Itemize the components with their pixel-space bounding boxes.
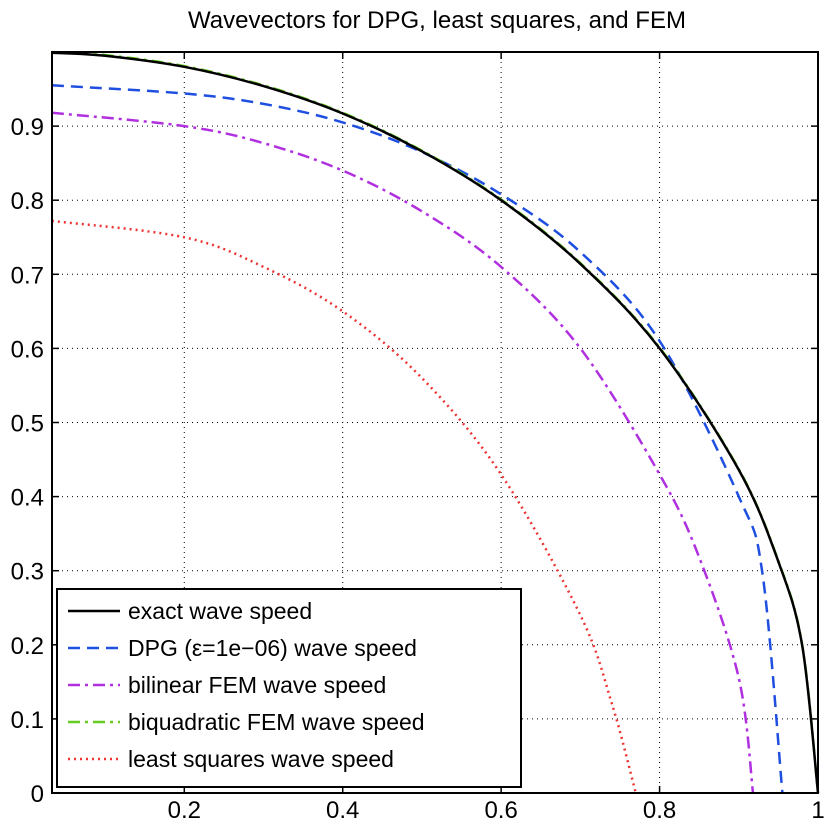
legend-box (56, 588, 522, 788)
x-tick-label: 0.8 (643, 797, 676, 824)
legend-label-3: biquadratic FEM wave speed (128, 709, 425, 735)
legend-label-0: exact wave speed (128, 598, 312, 624)
y-tick-label: 0.8 (11, 188, 44, 215)
x-tick-label: 0.4 (326, 797, 359, 824)
chart-title: Wavevectors for DPG, least squares, and … (188, 7, 686, 34)
y-tick-label: 0.4 (11, 485, 44, 512)
grid-lines (52, 52, 818, 793)
x-tick-label: 1 (811, 797, 824, 824)
series-line-1 (51, 84, 784, 794)
legend: exact wave speed DPG (ε=1e−06) wave speed… (56, 588, 522, 788)
y-tick-label: 0.2 (11, 633, 44, 660)
y-tick-label: 0.6 (11, 336, 44, 363)
legend-label-1: DPG (ε=1e−06) wave speed (128, 635, 417, 661)
x-tick-label: 0.6 (484, 797, 517, 824)
y-tick-label: 0.5 (11, 411, 44, 438)
legend-label-2: bilinear FEM wave speed (128, 672, 386, 698)
series-line-2 (51, 111, 755, 794)
x-tick-label: 0.2 (168, 797, 201, 824)
y-tick-label: 0.9 (11, 114, 44, 141)
y-tick-label: 0.1 (11, 707, 44, 734)
y-tick-label: 0 (31, 781, 44, 808)
y-tick-label: 0.3 (11, 559, 44, 586)
axis-ticks: 0.2 0.4 0.6 0.8 1 0 0.1 0.2 0.3 0.4 0.5 0.6 0.7 0.8 0.… (11, 52, 825, 824)
series-line-0 (51, 51, 820, 794)
y-tick-label: 0.7 (11, 262, 44, 289)
series-line-4 (51, 219, 638, 794)
legend-label-4: least squares wave speed (128, 746, 394, 772)
series-lines (51, 50, 820, 794)
